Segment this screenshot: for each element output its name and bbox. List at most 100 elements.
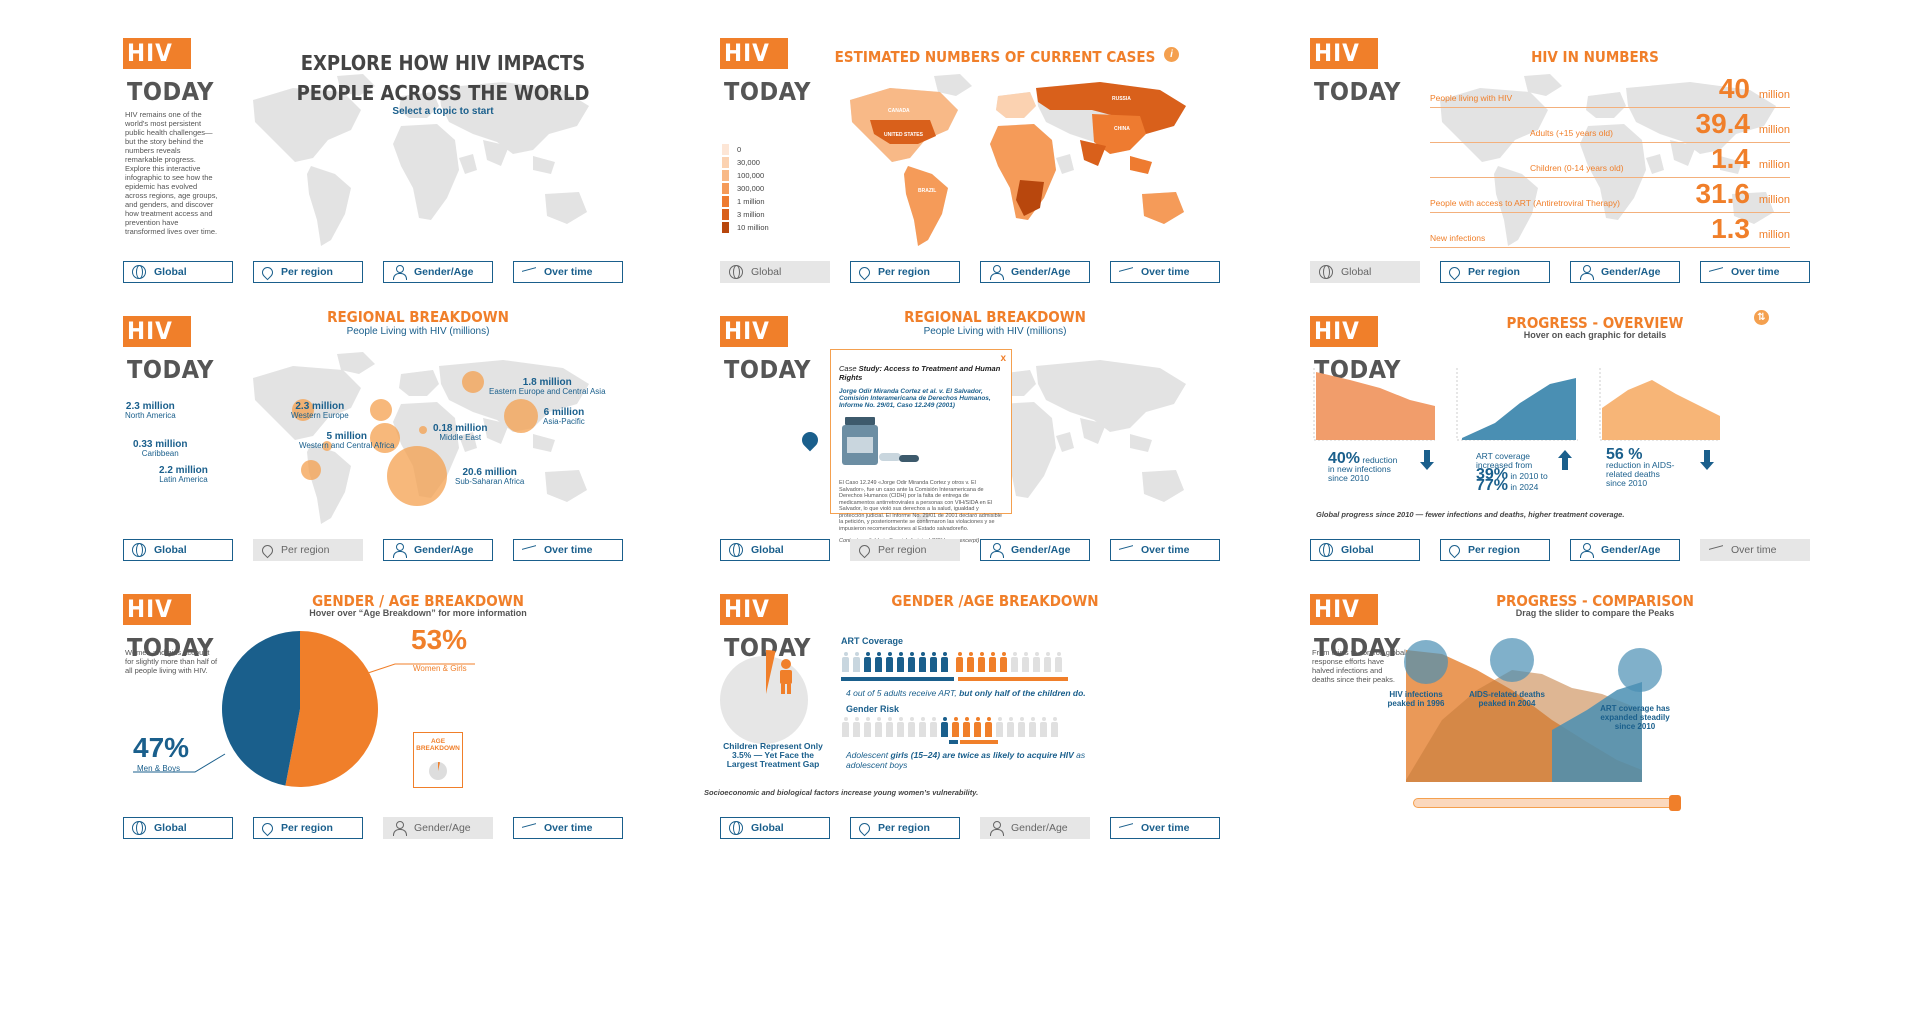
new-infections-area[interactable] — [1316, 372, 1435, 440]
stat-value: 77% — [1476, 477, 1509, 494]
legend-item: 3 million — [722, 209, 765, 220]
nav-gender-age[interactable]: Gender/Age — [980, 817, 1090, 839]
nav-label: Gender/Age — [1601, 266, 1661, 278]
person-icon — [863, 717, 872, 738]
region-bubble[interactable] — [387, 446, 447, 506]
art-area[interactable] — [1552, 682, 1642, 782]
stat-text: reduction — [1362, 455, 1398, 465]
logo-today: TODAY — [1314, 77, 1401, 106]
nav-global[interactable]: Global — [123, 817, 233, 839]
trend-line-icon — [1709, 265, 1723, 279]
sort-icon[interactable]: ⇅ — [1754, 310, 1769, 325]
region-value: 20.6 million — [462, 467, 517, 478]
nav-per-region[interactable]: Per region — [850, 817, 960, 839]
region-bubble[interactable] — [370, 399, 392, 421]
nav-global[interactable]: Global — [720, 817, 830, 839]
nav-over-time[interactable]: Over time — [513, 817, 623, 839]
nav-over-time[interactable]: Over time — [513, 539, 623, 561]
stat-text: in 2024 — [1510, 482, 1539, 492]
globe-icon — [729, 265, 743, 279]
legend-item: 10 million — [722, 222, 769, 233]
nav-per-region[interactable]: Per region — [253, 261, 363, 283]
region-value: 5 million — [326, 431, 367, 442]
peak-marker-art[interactable] — [1618, 648, 1662, 692]
nav-gender-age[interactable]: Gender/Age — [980, 539, 1090, 561]
nav-over-time[interactable]: Over time — [1110, 817, 1220, 839]
nav-gender-age[interactable]: Gender/Age — [1570, 261, 1680, 283]
caption-text: Adolescent — [846, 750, 889, 760]
region-bubble[interactable] — [370, 423, 400, 453]
region-name: Eastern Europe and Central Asia — [489, 387, 606, 396]
pie-slice-men — [221, 631, 300, 786]
nav-per-region[interactable]: Per region — [1440, 261, 1550, 283]
art-coverage-area[interactable] — [1462, 378, 1576, 440]
nav-gender-age[interactable]: Gender/Age — [383, 539, 493, 561]
nav-per-region[interactable]: Per region — [1440, 539, 1550, 561]
aids-deaths-area[interactable] — [1602, 380, 1720, 440]
globe-icon — [1319, 265, 1333, 279]
location-pin-icon[interactable] — [798, 428, 822, 452]
nav-over-time[interactable]: Over time — [513, 261, 623, 283]
peak-marker-deaths[interactable] — [1490, 638, 1534, 682]
nav-per-region[interactable]: Per region — [253, 817, 363, 839]
stat-text: increased from — [1476, 460, 1533, 470]
slider-handle[interactable] — [1669, 795, 1681, 811]
nav-label: Per region — [1468, 544, 1520, 556]
nav-global[interactable]: Global — [123, 261, 233, 283]
panel-title: REGIONAL BREAKDOWN — [904, 308, 1086, 326]
person-icon — [1021, 652, 1030, 673]
hiv-today-logo: HIV TODAY — [720, 594, 810, 662]
caption-text: as adolescent boys — [846, 750, 1086, 770]
nav-global[interactable]: Global — [123, 539, 233, 561]
region-bubble[interactable] — [301, 460, 321, 480]
nav-label: Global — [154, 822, 187, 834]
region-bubble[interactable] — [462, 371, 484, 393]
nav-label: Gender/Age — [414, 544, 474, 556]
person-icon — [896, 717, 905, 738]
topic-nav: Global Per region Gender/Age Over time — [123, 261, 623, 283]
comparison-slider[interactable] — [1413, 798, 1677, 808]
nav-label: Global — [751, 266, 782, 278]
peak-marker-infections[interactable] — [1404, 640, 1448, 684]
person-icon — [951, 717, 960, 738]
age-breakdown-button[interactable]: AGE BREAKDOWN — [413, 732, 463, 788]
logo-hiv: HIV — [1310, 594, 1378, 625]
stat-unit: million — [1758, 229, 1790, 241]
nav-global[interactable]: Global — [1310, 539, 1420, 561]
nav-over-time[interactable]: Over time — [1110, 261, 1220, 283]
logo-hiv: HIV — [720, 316, 788, 347]
nav-global[interactable]: Global — [720, 539, 830, 561]
case-heading-prefix: Case — [839, 364, 857, 373]
nav-per-region[interactable]: Per region — [850, 261, 960, 283]
person-icon — [1032, 652, 1041, 673]
region-bubble[interactable] — [419, 426, 427, 434]
nav-gender-age[interactable]: Gender/Age — [1570, 539, 1680, 561]
person-icon — [977, 652, 986, 673]
legend-label: 1 million — [737, 197, 765, 206]
nav-per-region[interactable]: Per region — [253, 539, 363, 561]
close-icon[interactable]: x — [1000, 353, 1006, 364]
region-bubble[interactable] — [292, 399, 314, 421]
nav-label: Over time — [1141, 822, 1190, 834]
nav-over-time[interactable]: Over time — [1700, 539, 1810, 561]
nav-label: Over time — [544, 544, 593, 556]
region-bubble[interactable] — [322, 441, 332, 451]
nav-gender-age[interactable]: Gender/Age — [980, 261, 1090, 283]
region-bubble[interactable] — [504, 399, 538, 433]
user-icon — [392, 265, 407, 280]
nav-over-time[interactable]: Over time — [1700, 261, 1810, 283]
nav-global[interactable]: Global — [1310, 261, 1420, 283]
person-icon — [1010, 652, 1019, 673]
region-label: 2.3 million Western Europe — [291, 402, 349, 421]
nav-label: Per region — [281, 266, 333, 278]
nav-gender-age[interactable]: Gender/Age — [383, 817, 493, 839]
peak-label-deaths: AIDS-related deaths peaked in 2004 — [1468, 690, 1546, 708]
info-icon[interactable]: i — [1164, 47, 1179, 62]
nav-global[interactable]: Global — [720, 261, 830, 283]
art-coverage-label: ART Coverage — [841, 636, 904, 646]
nav-per-region[interactable]: Per region — [850, 539, 960, 561]
person-icon — [1017, 717, 1026, 738]
stat-value: 39.4 — [1695, 108, 1751, 139]
nav-over-time[interactable]: Over time — [1110, 539, 1220, 561]
nav-gender-age[interactable]: Gender/Age — [383, 261, 493, 283]
